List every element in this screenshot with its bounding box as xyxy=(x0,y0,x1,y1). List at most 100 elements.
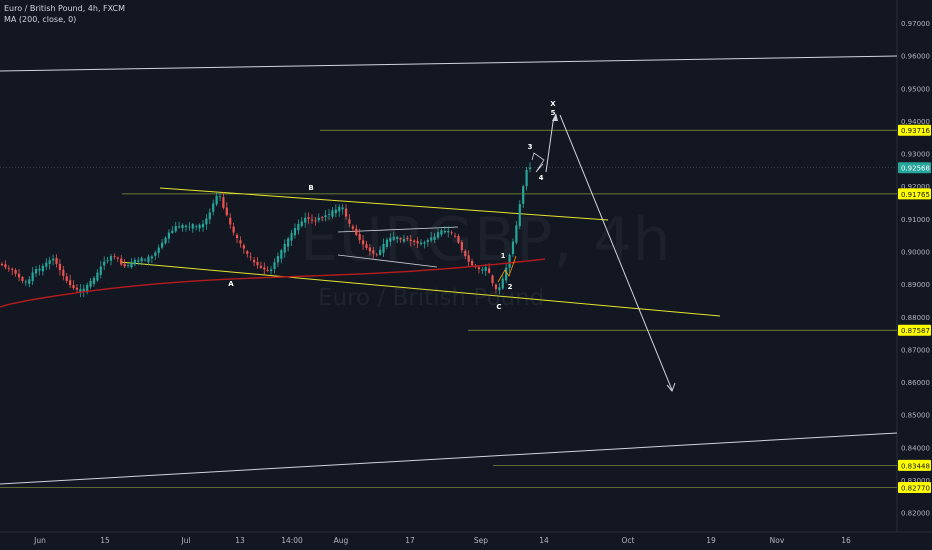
candle-body[interactable] xyxy=(58,264,62,271)
candle-body[interactable] xyxy=(14,270,17,274)
candle-body[interactable] xyxy=(34,269,38,274)
candle-body[interactable] xyxy=(222,197,225,208)
candle-body[interactable] xyxy=(147,256,150,263)
candle-body[interactable] xyxy=(89,280,92,287)
candle-body[interactable] xyxy=(457,236,460,243)
candle-body[interactable] xyxy=(79,289,82,292)
candle-body[interactable] xyxy=(293,228,297,236)
candle-body[interactable] xyxy=(528,167,532,170)
candle-body[interactable] xyxy=(334,209,337,214)
wave-label[interactable]: 2 xyxy=(508,283,513,291)
candle-body[interactable] xyxy=(385,239,389,247)
candle-body[interactable] xyxy=(133,259,136,265)
candle-body[interactable] xyxy=(470,260,474,266)
candle-body[interactable] xyxy=(331,210,334,217)
candle-body[interactable] xyxy=(92,277,96,284)
candle-body[interactable] xyxy=(113,256,116,258)
candle-body[interactable] xyxy=(290,233,293,241)
candle-body[interactable] xyxy=(174,226,177,232)
candle-body[interactable] xyxy=(75,287,79,290)
candle-body[interactable] xyxy=(351,226,354,229)
candle-body[interactable] xyxy=(402,239,406,242)
candle-body[interactable] xyxy=(51,258,55,261)
candle-body[interactable] xyxy=(518,204,521,227)
candle-body[interactable] xyxy=(188,226,191,228)
candle-body[interactable] xyxy=(365,244,368,248)
candle-body[interactable] xyxy=(7,268,10,270)
candle-body[interactable] xyxy=(184,225,188,228)
candle-body[interactable] xyxy=(48,260,51,264)
candle-body[interactable] xyxy=(181,225,184,229)
candle-body[interactable] xyxy=(11,268,14,270)
candle-body[interactable] xyxy=(157,247,160,253)
candle-body[interactable] xyxy=(426,240,429,242)
candle-body[interactable] xyxy=(150,256,153,259)
chart-title[interactable]: Euro / British Pound, 4h, FXCM xyxy=(4,4,126,13)
price-label-box[interactable] xyxy=(898,459,931,471)
channel-upper-line[interactable] xyxy=(159,187,609,221)
candle-body[interactable] xyxy=(372,250,375,254)
candle-body[interactable] xyxy=(232,226,235,233)
candle-body[interactable] xyxy=(218,196,222,198)
candle-body[interactable] xyxy=(375,254,378,256)
candle-body[interactable] xyxy=(273,262,276,269)
candle-body[interactable] xyxy=(259,265,262,268)
candle-body[interactable] xyxy=(178,226,181,228)
candle-body[interactable] xyxy=(361,240,365,245)
wave-label[interactable]: B xyxy=(308,184,313,192)
wave-label[interactable]: 3 xyxy=(528,143,533,151)
wave-drawing-3-4[interactable] xyxy=(531,152,545,173)
candle-body[interactable] xyxy=(447,230,450,233)
candle-body[interactable] xyxy=(246,251,249,254)
flag-lower-line[interactable] xyxy=(337,254,438,268)
candle-body[interactable] xyxy=(252,259,256,263)
candle-body[interactable] xyxy=(355,228,358,235)
candle-body[interactable] xyxy=(205,218,208,225)
price-label-box[interactable] xyxy=(898,162,931,174)
candle-body[interactable] xyxy=(477,267,481,270)
candle-body[interactable] xyxy=(440,230,443,235)
candle-body[interactable] xyxy=(382,243,385,253)
wave-drawing-1-2[interactable] xyxy=(497,255,517,283)
candle-body[interactable] xyxy=(116,257,119,259)
wave-label[interactable]: C xyxy=(496,303,501,311)
candle-body[interactable] xyxy=(491,275,494,284)
wave-label[interactable]: X xyxy=(550,100,556,108)
candle-body[interactable] xyxy=(307,217,310,219)
candle-body[interactable] xyxy=(31,272,34,282)
candle-body[interactable] xyxy=(310,219,314,221)
candle-body[interactable] xyxy=(72,285,75,289)
candle-body[interactable] xyxy=(276,256,280,263)
candle-body[interactable] xyxy=(191,224,194,229)
candle-body[interactable] xyxy=(263,267,266,270)
candle-body[interactable] xyxy=(379,249,382,255)
candle-body[interactable] xyxy=(160,242,164,248)
candle-body[interactable] xyxy=(99,266,102,275)
candle-body[interactable] xyxy=(423,242,426,244)
candle-body[interactable] xyxy=(270,269,273,271)
candle-body[interactable] xyxy=(38,268,41,271)
moving-average-line[interactable] xyxy=(0,258,546,308)
candle-body[interactable] xyxy=(82,288,85,293)
candle-body[interactable] xyxy=(413,240,416,243)
candle-body[interactable] xyxy=(324,215,327,218)
candle-body[interactable] xyxy=(137,260,140,262)
candle-body[interactable] xyxy=(443,230,446,233)
candle-body[interactable] xyxy=(0,263,4,266)
price-label-box[interactable] xyxy=(898,481,931,493)
candle-body[interactable] xyxy=(28,279,31,284)
candle-body[interactable] xyxy=(154,252,157,256)
candle-body[interactable] xyxy=(171,230,174,233)
candle-body[interactable] xyxy=(62,269,65,276)
candle-body[interactable] xyxy=(304,217,307,223)
candle-body[interactable] xyxy=(392,236,395,240)
candle-body[interactable] xyxy=(229,217,232,225)
candle-body[interactable] xyxy=(409,239,412,242)
candle-body[interactable] xyxy=(96,272,99,281)
candle-body[interactable] xyxy=(481,269,484,271)
indicator-label[interactable]: MA (200, close, 0) xyxy=(4,15,77,24)
price-label-box[interactable] xyxy=(898,324,931,336)
candle-body[interactable] xyxy=(436,232,440,238)
candle-body[interactable] xyxy=(17,273,21,278)
candle-body[interactable] xyxy=(140,258,143,262)
